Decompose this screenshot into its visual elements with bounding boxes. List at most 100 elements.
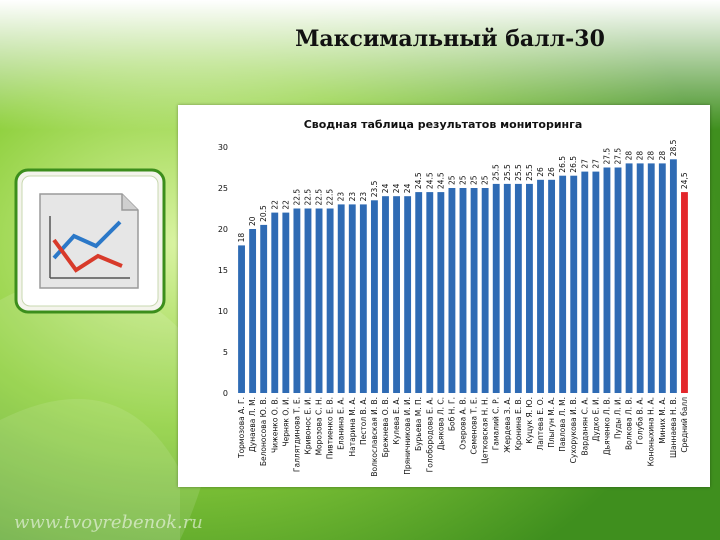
category-label: Дудко Е. И. xyxy=(591,397,600,442)
category-label: Черняк О. И. xyxy=(281,397,290,447)
data-label: 23.5 xyxy=(370,180,379,197)
data-label: 25.5 xyxy=(492,164,501,181)
category-label: Чиженко О. В. xyxy=(270,397,279,453)
data-label: 26.5 xyxy=(569,156,578,173)
data-label: 28 xyxy=(636,151,645,161)
bar xyxy=(393,196,400,393)
bar xyxy=(570,175,578,393)
data-label: 23 xyxy=(348,192,357,202)
y-tick-label: 30 xyxy=(218,143,228,152)
data-label: 24,5 xyxy=(680,172,689,189)
data-label: 22 xyxy=(281,200,290,210)
data-label: 24.5 xyxy=(414,172,423,189)
bar xyxy=(370,200,378,393)
data-label: 25 xyxy=(459,175,468,185)
bar xyxy=(647,163,655,393)
bar xyxy=(404,196,412,393)
bar xyxy=(304,208,312,393)
category-label: Брежнева О. В. xyxy=(381,397,390,457)
chart-title: Сводная таблица результатов мониторинга xyxy=(304,118,583,131)
data-label: 22.5 xyxy=(303,189,312,206)
data-label: 25 xyxy=(447,175,456,185)
category-label: Павлова Л. М. xyxy=(558,397,567,452)
bar xyxy=(282,212,290,393)
data-label: 22.5 xyxy=(315,189,324,206)
bar xyxy=(448,188,456,393)
bar xyxy=(625,163,633,393)
category-label: Натарина М. А. xyxy=(348,397,357,456)
bar xyxy=(271,212,279,393)
bar xyxy=(348,204,356,393)
bar-chart: Сводная таблица результатов мониторинга 0… xyxy=(218,118,689,477)
data-label: 25.5 xyxy=(525,164,534,181)
category-label: Пуды Л. И. xyxy=(614,397,623,439)
watermark-text: www.tvoyrebenok.ru xyxy=(14,512,203,533)
bar xyxy=(238,245,245,393)
data-label: 23 xyxy=(359,192,368,202)
bar xyxy=(426,192,434,393)
y-tick-label: 0 xyxy=(223,389,228,398)
category-label: Плыгун М. А. xyxy=(547,397,556,448)
category-label: Белоносова Ю. В. xyxy=(259,397,268,466)
data-label: 27 xyxy=(591,159,600,169)
bar xyxy=(293,208,301,393)
bar xyxy=(359,204,367,393)
category-label: Цетковская Н. Н. xyxy=(481,397,490,464)
bar xyxy=(481,188,489,393)
data-label: 20 xyxy=(248,216,257,226)
data-label: 25 xyxy=(481,175,490,185)
category-label: Куцук Я. Ю. xyxy=(525,397,534,444)
bar xyxy=(492,183,500,393)
category-label: Голобородова Е. А. xyxy=(425,397,434,472)
data-label: 26.5 xyxy=(558,156,567,173)
category-label: Боб Н. Г. xyxy=(447,397,456,431)
category-label: Кононыхина Н. А. xyxy=(647,397,656,466)
category-label: Бурьева М. П. xyxy=(414,397,423,451)
bar xyxy=(326,208,334,393)
data-label: 22.5 xyxy=(292,189,301,206)
bar xyxy=(415,192,423,393)
category-label: Дьяченко Л. В. xyxy=(602,397,611,455)
data-label: 24 xyxy=(381,183,390,193)
data-label: 23 xyxy=(337,192,346,202)
bar xyxy=(249,229,257,393)
bar xyxy=(603,167,611,393)
chart-panel: Сводная таблица результатов мониторинга 0… xyxy=(178,105,710,487)
category-label: Тормозова А. Г. xyxy=(237,397,246,459)
category-label: Морозова С. Н. xyxy=(315,397,324,455)
data-label: 28 xyxy=(658,151,667,161)
bar xyxy=(581,171,589,393)
data-label: 27.5 xyxy=(614,148,623,165)
bar xyxy=(614,167,622,393)
data-label: 24 xyxy=(392,183,401,193)
bar xyxy=(315,208,323,393)
data-label: 24.5 xyxy=(425,172,434,189)
bar xyxy=(382,196,389,393)
bar xyxy=(636,163,644,393)
bar xyxy=(503,183,511,393)
bar xyxy=(669,159,677,393)
bar xyxy=(514,183,522,393)
bar xyxy=(470,188,478,393)
data-label: 26 xyxy=(547,167,556,177)
category-label: Пестол В. А. xyxy=(359,397,368,445)
bar xyxy=(260,224,268,393)
data-label: 27.5 xyxy=(602,148,611,165)
category-label: Шаннаева Н. В. xyxy=(669,397,678,458)
bar xyxy=(559,175,567,393)
data-label: 24.5 xyxy=(436,172,445,189)
category-label: Кронина Е. В. xyxy=(514,397,523,450)
category-label: Семенова Т. Е. xyxy=(470,397,479,455)
category-label: Лаптева Е. О. xyxy=(536,397,545,450)
data-label: 28.5 xyxy=(669,139,678,156)
y-tick-label: 20 xyxy=(218,225,228,234)
bar xyxy=(459,188,467,393)
bar xyxy=(337,204,345,393)
data-label: 18 xyxy=(237,233,246,243)
bar xyxy=(548,179,556,393)
page-title: Максимальный балл-30 xyxy=(295,26,605,52)
y-tick-label: 15 xyxy=(218,266,228,275)
data-label: 25 xyxy=(470,175,479,185)
data-label: 22.5 xyxy=(326,189,335,206)
